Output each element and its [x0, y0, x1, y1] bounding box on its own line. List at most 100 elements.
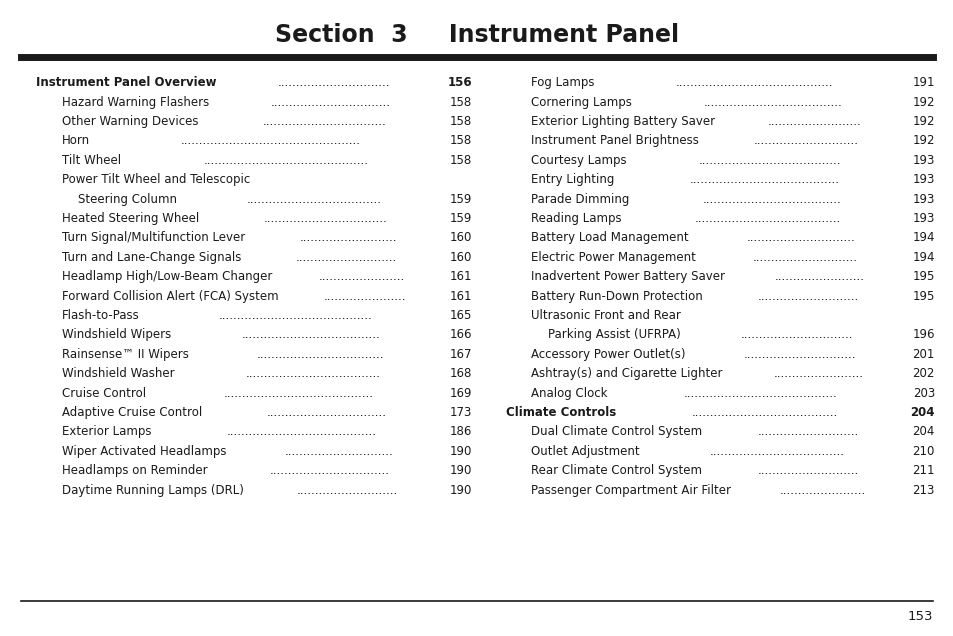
Text: 158: 158: [450, 95, 472, 109]
Text: ........................................: ........................................: [223, 387, 374, 399]
Text: 211: 211: [911, 464, 934, 477]
Text: ..........................................: ........................................…: [675, 76, 832, 89]
Text: Steering Column: Steering Column: [78, 193, 177, 205]
Text: Battery Load Management: Battery Load Management: [531, 232, 688, 244]
Text: 190: 190: [450, 464, 472, 477]
Text: Accessory Power Outlet(s): Accessory Power Outlet(s): [531, 348, 685, 361]
Text: Power Tilt Wheel and Telescopic: Power Tilt Wheel and Telescopic: [62, 173, 250, 186]
Text: 194: 194: [911, 251, 934, 264]
Text: Wiper Activated Headlamps: Wiper Activated Headlamps: [62, 445, 226, 458]
Text: Reading Lamps: Reading Lamps: [531, 212, 621, 225]
Text: ................................: ................................: [267, 406, 386, 419]
Text: Electric Power Management: Electric Power Management: [531, 251, 696, 264]
Text: .....................................: .....................................: [242, 328, 380, 342]
Text: .............................: .............................: [746, 232, 855, 244]
Text: Headlamps on Reminder: Headlamps on Reminder: [62, 464, 208, 477]
Text: 196: 196: [911, 328, 934, 342]
Text: 193: 193: [912, 173, 934, 186]
Text: ..............................: ..............................: [740, 328, 853, 342]
Text: 204: 204: [909, 406, 934, 419]
Text: Ultrasonic Front and Rear: Ultrasonic Front and Rear: [531, 309, 680, 322]
Text: ....................................: ....................................: [247, 193, 381, 205]
Text: .........................................: ........................................…: [218, 309, 372, 322]
Text: Flash-to-Pass: Flash-to-Pass: [62, 309, 139, 322]
Text: 159: 159: [450, 193, 472, 205]
Text: 193: 193: [912, 212, 934, 225]
Text: Instrument Panel Brightness: Instrument Panel Brightness: [531, 134, 699, 148]
Text: Dual Climate Control System: Dual Climate Control System: [531, 425, 701, 438]
Text: 201: 201: [912, 348, 934, 361]
Text: Rear Climate Control System: Rear Climate Control System: [531, 464, 701, 477]
Text: Horn: Horn: [62, 134, 90, 148]
Text: ...........................: ...........................: [296, 483, 397, 497]
Text: ...........................: ...........................: [295, 251, 396, 264]
Text: ..............................: ..............................: [743, 348, 855, 361]
Text: Windshield Washer: Windshield Washer: [62, 367, 174, 380]
Text: ......................: ......................: [323, 289, 406, 303]
Text: ................................: ................................: [269, 464, 389, 477]
Text: 158: 158: [450, 134, 472, 148]
Text: 193: 193: [912, 193, 934, 205]
Text: Instrument Panel Overview: Instrument Panel Overview: [36, 76, 216, 89]
Text: .........................: .........................: [767, 115, 861, 128]
Text: Tilt Wheel: Tilt Wheel: [62, 154, 121, 167]
Text: 195: 195: [912, 289, 934, 303]
Text: 192: 192: [911, 95, 934, 109]
Text: Ashtray(s) and Cigarette Lighter: Ashtray(s) and Cigarette Lighter: [531, 367, 722, 380]
Text: Cornering Lamps: Cornering Lamps: [531, 95, 632, 109]
Text: ........................: ........................: [774, 270, 863, 283]
Text: 158: 158: [450, 154, 472, 167]
Text: 169: 169: [449, 387, 472, 399]
Text: Turn Signal/Multifunction Lever: Turn Signal/Multifunction Lever: [62, 232, 245, 244]
Text: 192: 192: [911, 115, 934, 128]
Text: ............................................: ........................................…: [204, 154, 368, 167]
Text: 202: 202: [912, 367, 934, 380]
Text: .............................: .............................: [284, 445, 393, 458]
Text: Passenger Compartment Air Filter: Passenger Compartment Air Filter: [531, 483, 731, 497]
Text: Exterior Lighting Battery Saver: Exterior Lighting Battery Saver: [531, 115, 715, 128]
Text: 159: 159: [450, 212, 472, 225]
Text: Cruise Control: Cruise Control: [62, 387, 146, 399]
Text: .........................................: ........................................…: [683, 387, 837, 399]
Text: 190: 190: [450, 483, 472, 497]
Text: 161: 161: [449, 289, 472, 303]
Text: .......................: .......................: [318, 270, 404, 283]
Text: Headlamp High/Low-Beam Changer: Headlamp High/Low-Beam Changer: [62, 270, 273, 283]
Text: ........................................: ........................................: [226, 425, 376, 438]
Text: ......................................: ......................................: [699, 154, 841, 167]
Text: Windshield Wipers: Windshield Wipers: [62, 328, 172, 342]
Text: Adaptive Cruise Control: Adaptive Cruise Control: [62, 406, 202, 419]
Text: 213: 213: [912, 483, 934, 497]
Text: .......................: .......................: [779, 483, 865, 497]
Text: ...........................: ...........................: [757, 289, 859, 303]
Text: ........................................: ........................................: [689, 173, 839, 186]
Text: 191: 191: [911, 76, 934, 89]
Text: ............................: ............................: [753, 134, 859, 148]
Text: .....................................: .....................................: [701, 193, 841, 205]
Text: Other Warning Devices: Other Warning Devices: [62, 115, 198, 128]
Text: Turn and Lane-Change Signals: Turn and Lane-Change Signals: [62, 251, 241, 264]
Text: Section  3     Instrument Panel: Section 3 Instrument Panel: [274, 23, 679, 47]
Text: ................................: ................................: [270, 95, 390, 109]
Text: 173: 173: [450, 406, 472, 419]
Text: Hazard Warning Flashers: Hazard Warning Flashers: [62, 95, 209, 109]
Text: Battery Run-Down Protection: Battery Run-Down Protection: [531, 289, 702, 303]
Text: Heated Steering Wheel: Heated Steering Wheel: [62, 212, 199, 225]
Text: 153: 153: [906, 611, 932, 623]
Text: Courtesy Lamps: Courtesy Lamps: [531, 154, 626, 167]
Text: Exterior Lamps: Exterior Lamps: [62, 425, 152, 438]
Text: 165: 165: [450, 309, 472, 322]
Text: 168: 168: [450, 367, 472, 380]
Text: 203: 203: [912, 387, 934, 399]
Text: 194: 194: [911, 232, 934, 244]
Text: ...........................: ...........................: [757, 425, 858, 438]
Text: 193: 193: [912, 154, 934, 167]
Text: Fog Lamps: Fog Lamps: [531, 76, 595, 89]
Text: 192: 192: [911, 134, 934, 148]
Text: 167: 167: [449, 348, 472, 361]
Text: Parade Dimming: Parade Dimming: [531, 193, 629, 205]
Text: Analog Clock: Analog Clock: [531, 387, 607, 399]
Text: 166: 166: [449, 328, 472, 342]
Text: .................................: .................................: [263, 212, 387, 225]
Text: .................................: .................................: [263, 115, 386, 128]
